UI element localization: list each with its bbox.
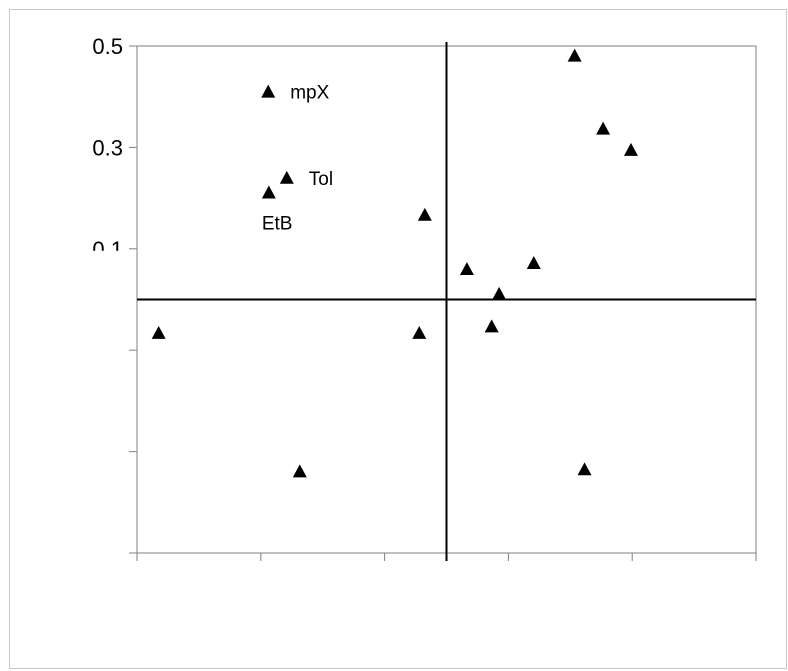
data-point (292, 464, 307, 478)
point-label: EtB (262, 214, 293, 235)
point-label: Tol (309, 169, 333, 190)
data-point (412, 325, 427, 339)
data-point (261, 185, 276, 199)
y-tick-labels: 0.50.30.1 (67, 34, 133, 265)
label-clip-mask (67, 250, 133, 265)
tick-marks (129, 45, 757, 561)
data-point (279, 170, 294, 184)
point-label: mpX (290, 83, 329, 104)
data-point (459, 262, 474, 276)
y-tick-label: 0.5 (92, 34, 123, 59)
data-points (151, 48, 638, 478)
data-point (577, 462, 592, 476)
data-point (596, 121, 611, 135)
chart-frame (9, 9, 787, 669)
data-point (417, 207, 432, 221)
axes (136, 42, 757, 561)
data-point (526, 255, 541, 269)
data-point (261, 84, 276, 98)
data-point (567, 48, 582, 62)
data-point (484, 319, 499, 333)
y-tick-label: 0.3 (92, 135, 123, 160)
point-labels: EtB Tol mpX (262, 83, 333, 235)
data-point (492, 286, 507, 300)
data-point (623, 142, 638, 156)
data-point (151, 325, 166, 339)
